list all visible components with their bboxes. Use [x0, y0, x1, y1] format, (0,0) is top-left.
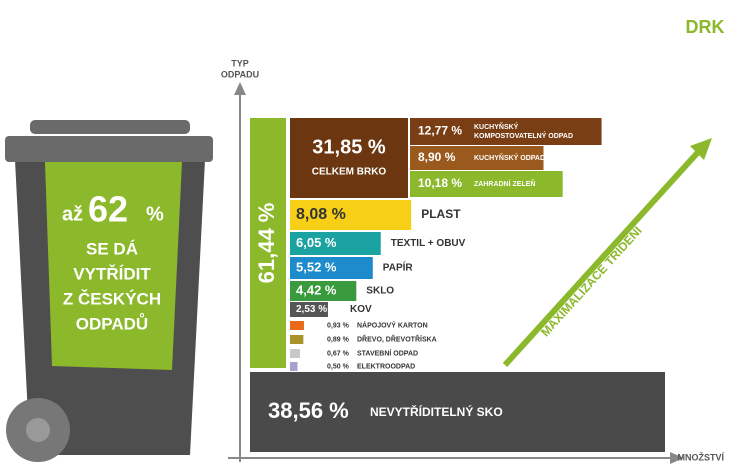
residual-value: 38,56 % [268, 398, 349, 423]
arrow-label: MAXIMALIZACE TŘÍDĚNÍ [537, 222, 645, 339]
brko-part-bar [410, 146, 544, 170]
bar-value: 6,05 % [296, 235, 337, 250]
brko-part-name: ZAHRADNÍ ZELEŇ [474, 179, 535, 188]
bar [290, 335, 304, 344]
sorted-total: 61,44 % [254, 203, 279, 284]
bar-name: STAVEBNÍ ODPAD [357, 348, 418, 357]
bar-value: 2,53 % [296, 304, 327, 315]
bar-value: 5,52 % [296, 259, 337, 274]
residual-block [250, 372, 665, 452]
brko-name: CELKEM BRKO [312, 167, 387, 178]
brko-part-bar [410, 118, 602, 145]
bin-text: ODPADŮ [76, 313, 148, 333]
brko-part-name: KUCHYŇSKÝ [474, 122, 519, 131]
bin-value: 62 [88, 189, 128, 230]
bin-unit: % [146, 203, 164, 225]
bar [290, 362, 298, 371]
x-arrow [670, 452, 684, 464]
bin: až 62 % [5, 120, 213, 462]
sorted-total-bar [250, 118, 286, 368]
y-label: TYP [231, 58, 249, 68]
bar-value: 8,08 % [296, 206, 346, 223]
bar-name: KOV [350, 304, 372, 315]
bar-name: PAPÍR [383, 261, 414, 274]
bin-prefix: až [62, 203, 83, 225]
wheel-hub [26, 418, 50, 442]
brko-part-name: KOMPOSTOVATELNÝ ODPAD [474, 131, 573, 140]
logo: DRK [686, 17, 725, 37]
bar-value: 4,42 % [296, 282, 337, 297]
bar-name: PLAST [421, 207, 461, 221]
y-label: ODPADU [221, 69, 259, 79]
x-label: MNOŽSTVÍ [678, 451, 725, 462]
brko-part-name: KUCHYŇSKÝ ODPAD [474, 153, 545, 162]
brko-part-bar [410, 171, 563, 197]
bar [290, 302, 328, 317]
brko-block [290, 118, 408, 198]
brko-value: 31,85 % [312, 136, 386, 158]
arrow-line [502, 147, 703, 368]
bar [290, 349, 301, 358]
residual-name: NEVYTŘÍDITELNÝ SKO [370, 404, 503, 419]
brko-part-value: 8,90 % [418, 150, 456, 164]
bar-value: 0,50 % [327, 363, 350, 370]
bin-lid [5, 136, 213, 162]
bar-name: TEXTIL + OBUV [391, 238, 466, 249]
bar [290, 257, 373, 279]
bar-value: 0,89 % [327, 336, 350, 343]
brko-part-value: 10,18 % [418, 176, 462, 190]
bar-name: ELEKTROODPAD [357, 363, 415, 370]
bin-handle [30, 120, 190, 134]
bin-panel [45, 162, 182, 370]
bar-value: 0,93 % [327, 322, 350, 329]
bin-text: Z ČESKÝCH [63, 289, 161, 308]
bar-name: DŘEVO, DŘEVOTŘÍSKA [357, 334, 437, 343]
bar-name: NÁPOJOVÝ KARTON [357, 320, 428, 329]
bar [290, 321, 304, 330]
brko-part-value: 12,77 % [418, 124, 462, 138]
bar-value: 0,67 % [327, 350, 350, 357]
bar-name: SKLO [366, 286, 394, 297]
bar [290, 200, 412, 230]
y-arrow [234, 82, 246, 95]
bar [290, 281, 357, 301]
bar [290, 232, 381, 255]
bin-text: VYTŘÍDIT [73, 264, 151, 283]
bin-text: SE DÁ [86, 239, 138, 258]
arrow-head [690, 138, 712, 160]
